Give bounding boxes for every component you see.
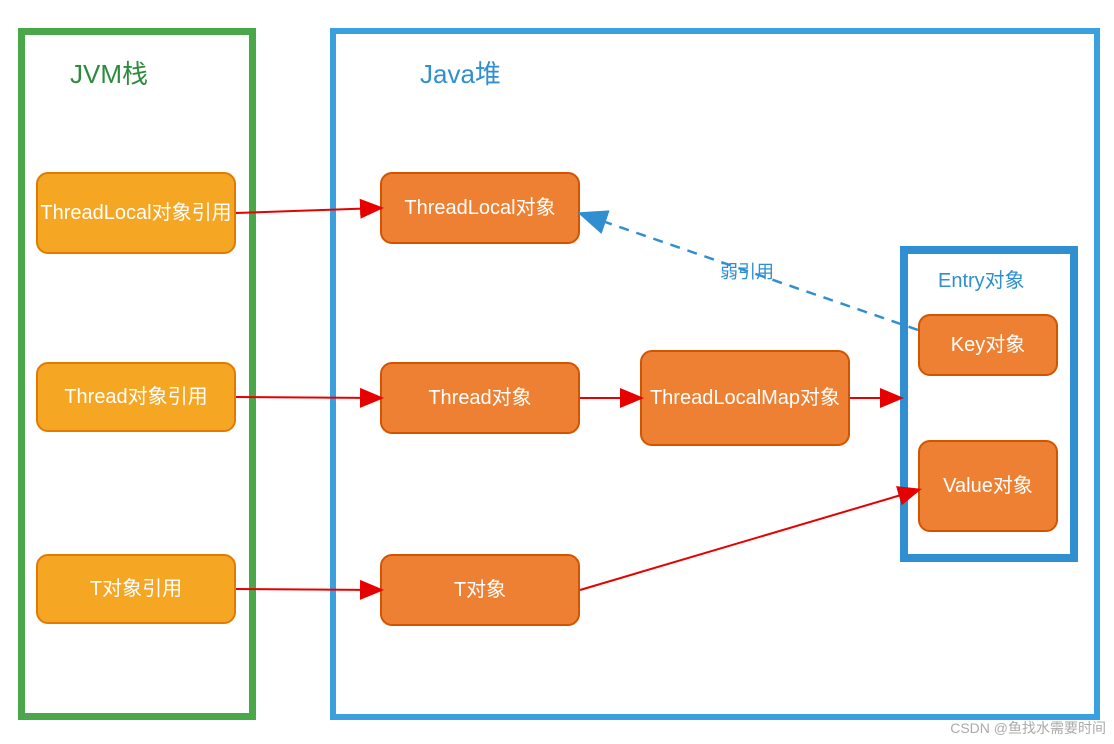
node-threadlocal-ref: ThreadLocal对象引用	[36, 172, 236, 254]
node-t-ref: T对象引用	[36, 554, 236, 624]
node-key-obj: Key对象	[918, 314, 1058, 376]
watermark-text: CSDN @鱼找水需要时间	[950, 718, 1106, 738]
edge-label-weakref: 弱引用	[720, 258, 774, 284]
node-threadlocalmap-obj: ThreadLocalMap对象	[640, 350, 850, 446]
java-heap-title: Java堆	[420, 54, 501, 91]
entry-title: Entry对象	[938, 264, 1025, 293]
node-thread-ref: Thread对象引用	[36, 362, 236, 432]
node-threadlocal-obj: ThreadLocal对象	[380, 172, 580, 244]
jvm-stack-title: JVM栈	[70, 54, 148, 91]
node-value-obj: Value对象	[918, 440, 1058, 532]
node-t-obj: T对象	[380, 554, 580, 626]
node-thread-obj: Thread对象	[380, 362, 580, 434]
